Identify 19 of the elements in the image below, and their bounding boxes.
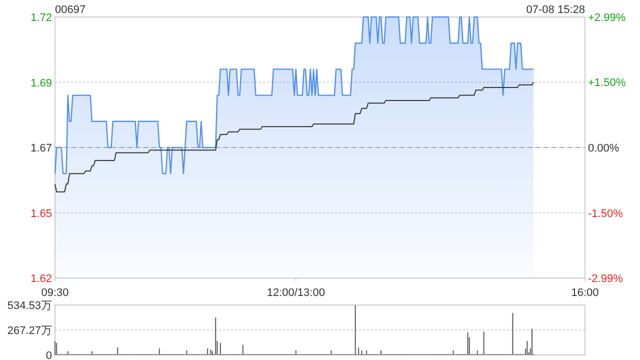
x-tick-label: 09:30 — [41, 287, 69, 299]
y-tick-label: 1.69 — [30, 77, 52, 90]
x-tick-label: 12:00/13:00 — [266, 287, 325, 299]
y-tick-label: 267.27万 — [7, 325, 52, 337]
y-tick-label: 1.62 — [30, 273, 52, 285]
y2-tick-label: -2.99% — [588, 273, 624, 285]
y-tick-label: 1.67 — [30, 142, 52, 154]
y2-tick-label: +1.50% — [588, 77, 626, 90]
x-tick-label: 16:00 — [571, 287, 599, 299]
y-tick-label: 0 — [46, 350, 52, 360]
y2-tick-label: -1.50% — [588, 208, 624, 220]
line-series — [54, 82, 534, 192]
chart-subtitle: 07-08 15:28 — [526, 4, 585, 16]
chart-title: 00697 — [55, 4, 86, 16]
y2-tick-label: 0.00% — [588, 142, 620, 154]
y-tick-label: 1.72 — [30, 12, 52, 24]
y-tick-label: 534.53万 — [7, 300, 52, 312]
y-tick-label: 1.65 — [30, 208, 52, 220]
y2-tick-label: +2.99% — [588, 12, 626, 24]
